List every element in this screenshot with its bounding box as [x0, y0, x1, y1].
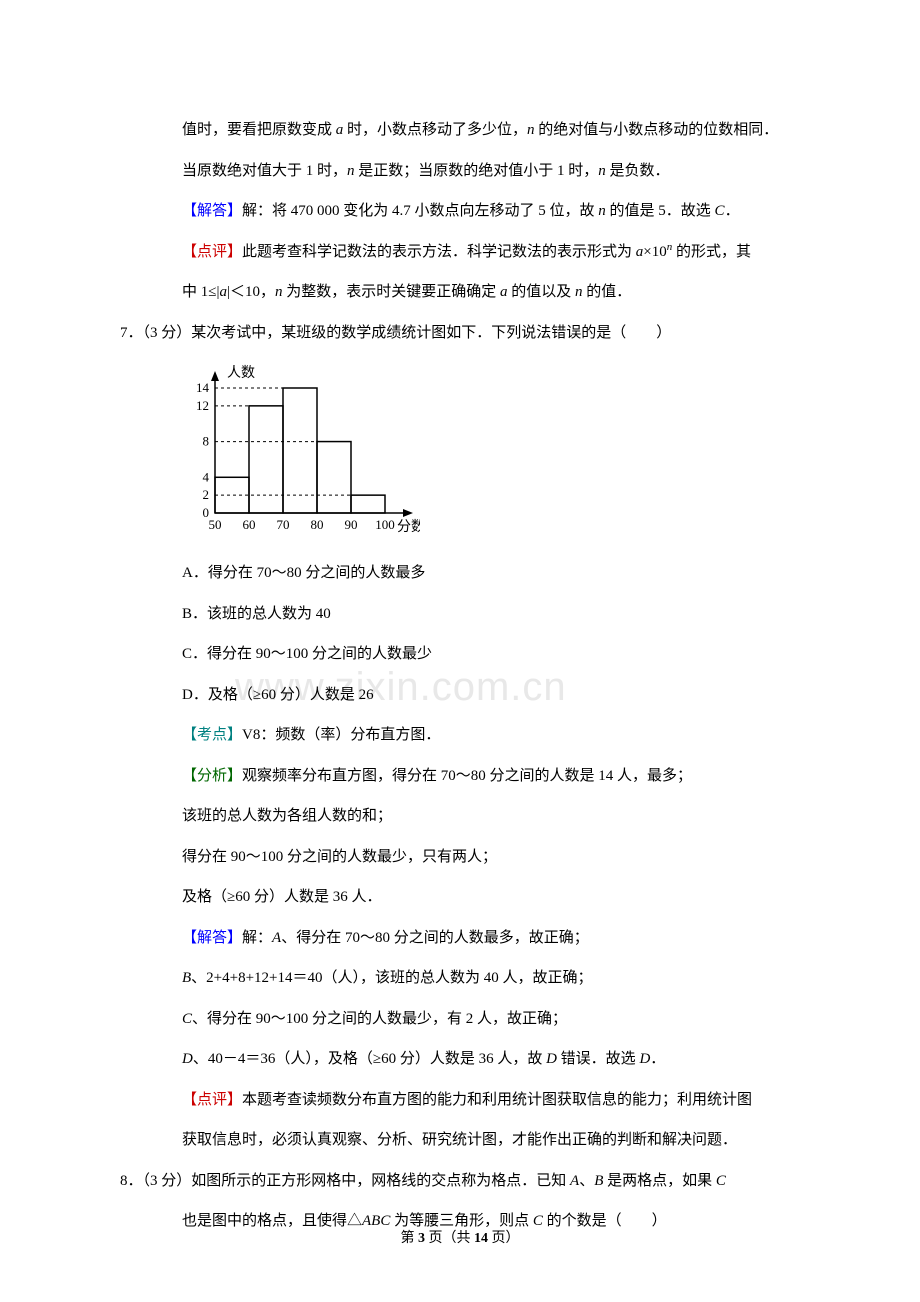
option-c: C．得分在 90～100 分之间的人数最少	[150, 634, 800, 675]
svg-text:80: 80	[311, 517, 324, 532]
svg-text:8: 8	[203, 434, 210, 449]
text-line: 也是图中的格点，且使得△ABC 为等腰三角形，则点 C 的个数是（ ）	[150, 1201, 800, 1242]
text-line: 中 1≤|a|＜10，n 为整数，表示时关键要正确确定 a 的值以及 n 的值．	[150, 272, 800, 313]
svg-text:50: 50	[209, 517, 222, 532]
text-line: 该班的总人数为各组人数的和；	[150, 796, 800, 837]
svg-text:14: 14	[196, 380, 210, 395]
text-line: 获取信息时，必须认真观察、分析、研究统计图，才能作出正确的判断和解决问题．	[150, 1120, 800, 1161]
svg-text:4: 4	[203, 469, 210, 484]
comment-label: 【点评】	[182, 244, 242, 260]
page-content: 值时，要看把原数变成 a 时，小数点移动了多少位，n 的绝对值与小数点移动的位数…	[150, 110, 800, 1242]
text-line: 【点评】本题考查读频数分布直方图的能力和利用统计图获取信息的能力；利用统计图	[150, 1080, 800, 1121]
text-line: 【解答】解：将 470 000 变化为 4.7 小数点向左移动了 5 位，故 n…	[150, 191, 800, 232]
svg-text:60: 60	[243, 517, 256, 532]
analysis-line: 【分析】观察频率分布直方图，得分在 70～80 分之间的人数是 14 人，最多；	[150, 756, 800, 797]
histogram-chart: 248121405060708090100人数分数	[180, 363, 800, 543]
text-line: 值时，要看把原数变成 a 时，小数点移动了多少位，n 的绝对值与小数点移动的位数…	[150, 110, 800, 151]
comment-label: 【点评】	[182, 1092, 242, 1108]
question-8: 8．（3 分）如图所示的正方形网格中，网格线的交点称为格点．已知 A、B 是两格…	[120, 1161, 800, 1202]
solve-label: 【解答】	[182, 930, 242, 946]
text-line: 当原数绝对值大于 1 时，n 是正数；当原数的绝对值小于 1 时，n 是负数．	[150, 151, 800, 192]
svg-text:100: 100	[375, 517, 395, 532]
text-line: B、2+4+8+12+14＝40（人），该班的总人数为 40 人，故正确；	[150, 958, 800, 999]
svg-text:70: 70	[277, 517, 290, 532]
text-line: C、得分在 90～100 分之间的人数最少，有 2 人，故正确；	[150, 999, 800, 1040]
svg-text:2: 2	[203, 487, 210, 502]
svg-text:12: 12	[196, 398, 209, 413]
text-line: D、40－4＝36（人），及格（≥60 分）人数是 36 人，故 D 错误．故选…	[150, 1039, 800, 1080]
text-line: 得分在 90～100 分之间的人数最少，只有两人；	[150, 837, 800, 878]
analysis-label: 【分析】	[182, 768, 242, 784]
text-line: 及格（≥60 分）人数是 36 人．	[150, 877, 800, 918]
svg-text:90: 90	[345, 517, 358, 532]
option-d: D．及格（≥60 分）人数是 26	[150, 675, 800, 716]
kaodian-line: 【考点】V8：频数（率）分布直方图．	[150, 715, 800, 756]
text-line: 【解答】解：A、得分在 70～80 分之间的人数最多，故正确；	[150, 918, 800, 959]
solve-label: 【解答】	[182, 203, 242, 219]
option-a: A．得分在 70～80 分之间的人数最多	[150, 553, 800, 594]
svg-text:分数: 分数	[397, 519, 420, 535]
text-line: 【点评】此题考查科学记数法的表示方法．科学记数法的表示形式为 a×10n 的形式…	[150, 232, 800, 273]
svg-text:人数: 人数	[227, 365, 255, 381]
question-7: 7．（3 分）某次考试中，某班级的数学成绩统计图如下．下列说法错误的是（ ）	[120, 313, 800, 354]
option-b: B．该班的总人数为 40	[150, 594, 800, 635]
kaodian-label: 【考点】	[182, 727, 242, 743]
